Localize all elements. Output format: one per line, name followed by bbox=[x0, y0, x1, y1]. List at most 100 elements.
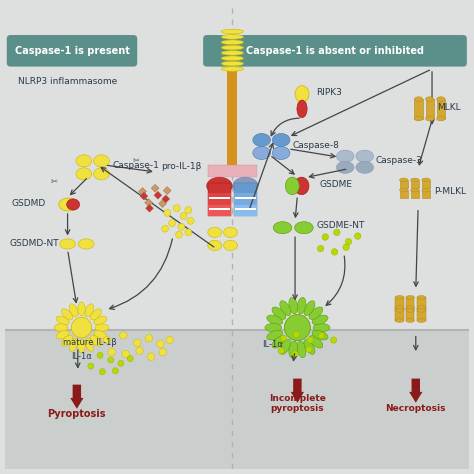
Ellipse shape bbox=[60, 239, 75, 249]
Circle shape bbox=[187, 217, 194, 224]
Ellipse shape bbox=[69, 338, 78, 351]
Bar bbox=[417, 308, 426, 320]
Ellipse shape bbox=[395, 295, 404, 299]
Ellipse shape bbox=[267, 330, 283, 340]
Circle shape bbox=[103, 337, 111, 344]
Circle shape bbox=[178, 223, 185, 230]
Circle shape bbox=[97, 352, 103, 358]
Bar bbox=[234, 182, 256, 216]
Ellipse shape bbox=[406, 309, 414, 312]
Bar bbox=[209, 208, 229, 210]
Circle shape bbox=[169, 219, 175, 227]
Circle shape bbox=[319, 332, 325, 338]
Text: GSDME-NT: GSDME-NT bbox=[317, 221, 365, 230]
Text: Caspase-1: Caspase-1 bbox=[113, 161, 159, 170]
Text: P-MLKL: P-MLKL bbox=[434, 187, 466, 196]
Ellipse shape bbox=[94, 316, 107, 325]
Polygon shape bbox=[409, 379, 422, 403]
Ellipse shape bbox=[91, 335, 101, 346]
Circle shape bbox=[71, 317, 92, 338]
Ellipse shape bbox=[395, 319, 404, 322]
Circle shape bbox=[280, 335, 287, 341]
Ellipse shape bbox=[294, 177, 309, 195]
Bar bbox=[395, 308, 404, 320]
Ellipse shape bbox=[297, 100, 307, 118]
Circle shape bbox=[334, 229, 340, 236]
Text: IL-1α: IL-1α bbox=[263, 340, 283, 349]
Ellipse shape bbox=[417, 295, 426, 299]
Circle shape bbox=[318, 246, 324, 252]
Ellipse shape bbox=[410, 188, 419, 192]
Circle shape bbox=[134, 339, 141, 346]
Ellipse shape bbox=[62, 335, 73, 346]
Circle shape bbox=[166, 337, 173, 344]
Ellipse shape bbox=[280, 339, 291, 355]
Ellipse shape bbox=[95, 324, 109, 331]
Ellipse shape bbox=[56, 330, 69, 339]
Ellipse shape bbox=[62, 309, 73, 320]
Bar bbox=[228, 67, 237, 167]
Ellipse shape bbox=[422, 188, 430, 192]
Ellipse shape bbox=[304, 339, 315, 355]
Circle shape bbox=[136, 347, 143, 355]
Ellipse shape bbox=[233, 177, 258, 195]
Ellipse shape bbox=[224, 240, 237, 250]
Ellipse shape bbox=[221, 56, 244, 61]
Bar bbox=[163, 187, 171, 194]
Ellipse shape bbox=[417, 306, 426, 310]
Ellipse shape bbox=[280, 301, 291, 316]
Bar bbox=[208, 193, 230, 204]
Ellipse shape bbox=[221, 61, 244, 66]
Circle shape bbox=[293, 331, 300, 337]
Circle shape bbox=[162, 225, 169, 232]
Circle shape bbox=[173, 205, 180, 212]
Bar bbox=[209, 197, 229, 199]
Text: Necroptosis: Necroptosis bbox=[385, 404, 446, 413]
Circle shape bbox=[343, 244, 349, 250]
Circle shape bbox=[88, 363, 94, 369]
Bar bbox=[162, 195, 170, 203]
Ellipse shape bbox=[78, 339, 85, 353]
Circle shape bbox=[185, 229, 192, 236]
Ellipse shape bbox=[221, 40, 244, 45]
Bar bbox=[208, 182, 230, 216]
Ellipse shape bbox=[265, 323, 282, 332]
Text: MLKL: MLKL bbox=[438, 103, 461, 112]
Ellipse shape bbox=[400, 178, 408, 182]
Text: Caspase-1 is absent or inhibited: Caspase-1 is absent or inhibited bbox=[246, 46, 424, 56]
Bar bbox=[154, 191, 162, 199]
Circle shape bbox=[355, 233, 361, 239]
Bar bbox=[208, 205, 230, 216]
Ellipse shape bbox=[78, 239, 94, 249]
Bar bbox=[406, 297, 414, 310]
Text: GSDMD: GSDMD bbox=[12, 199, 46, 208]
Ellipse shape bbox=[356, 161, 374, 173]
Circle shape bbox=[330, 337, 337, 343]
Ellipse shape bbox=[221, 29, 244, 34]
Bar bbox=[406, 308, 414, 320]
Circle shape bbox=[331, 248, 338, 255]
Text: Caspase-3: Caspase-3 bbox=[376, 156, 423, 165]
Ellipse shape bbox=[208, 227, 222, 237]
Ellipse shape bbox=[426, 116, 434, 121]
Ellipse shape bbox=[85, 338, 94, 351]
Bar bbox=[437, 99, 445, 118]
Ellipse shape bbox=[395, 306, 404, 310]
Circle shape bbox=[108, 348, 115, 356]
Circle shape bbox=[122, 350, 129, 358]
Circle shape bbox=[145, 335, 153, 342]
Text: Caspase-8: Caspase-8 bbox=[293, 141, 340, 150]
Bar bbox=[410, 190, 419, 199]
Bar bbox=[414, 99, 423, 118]
Ellipse shape bbox=[417, 309, 426, 312]
Bar bbox=[140, 192, 148, 200]
Ellipse shape bbox=[56, 316, 69, 325]
Ellipse shape bbox=[414, 97, 423, 101]
Circle shape bbox=[175, 231, 182, 238]
Circle shape bbox=[345, 238, 352, 245]
Ellipse shape bbox=[224, 227, 237, 237]
Ellipse shape bbox=[76, 155, 92, 167]
Bar bbox=[146, 204, 154, 212]
Ellipse shape bbox=[337, 161, 354, 173]
Ellipse shape bbox=[272, 307, 286, 319]
